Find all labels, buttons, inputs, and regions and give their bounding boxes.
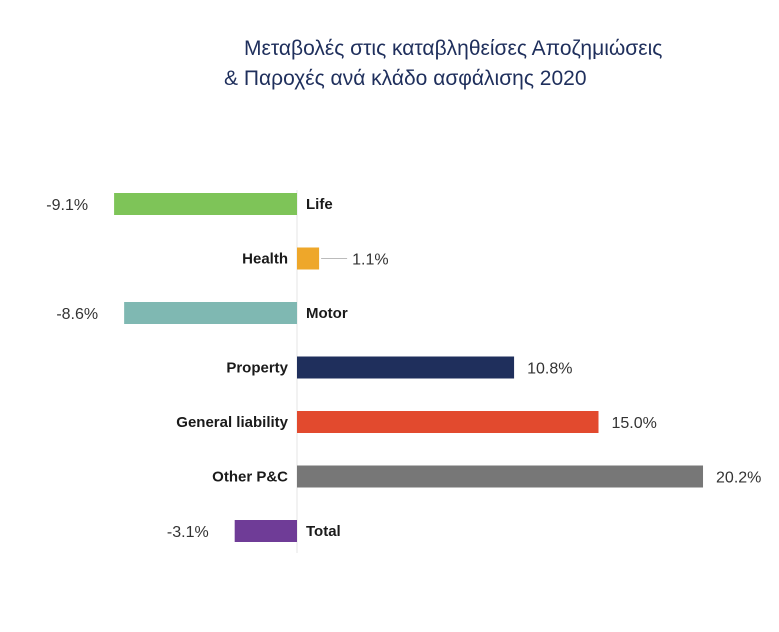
category-label: Health (242, 251, 288, 268)
bar-general-liability (297, 411, 599, 433)
value-label: 20.2% (716, 470, 761, 487)
value-label: 10.8% (527, 361, 572, 378)
value-label: 15.0% (612, 415, 657, 432)
category-label: Total (306, 523, 341, 540)
bar-other-p-c (297, 465, 704, 488)
category-label: Motor (306, 305, 348, 322)
category-label: General liability (176, 414, 288, 431)
value-label: -3.1% (167, 524, 209, 541)
bar-total (234, 520, 297, 542)
category-label: Other P&C (212, 469, 288, 486)
bar-property (297, 356, 515, 379)
bar-health (297, 247, 320, 270)
bar-life (114, 193, 297, 215)
chart-title-line-2: & Παροχές ανά κλάδο ασφάλισης 2020 (224, 67, 587, 90)
value-label: -8.6% (56, 306, 98, 323)
chart-title-line-1: Μεταβολές στις καταβληθείσες Αποζημιώσει… (244, 37, 663, 60)
category-label: Property (226, 360, 288, 377)
category-label: Life (306, 196, 333, 213)
value-label: 1.1% (352, 252, 388, 269)
value-label: -9.1% (46, 197, 88, 214)
bar-motor (124, 302, 297, 324)
